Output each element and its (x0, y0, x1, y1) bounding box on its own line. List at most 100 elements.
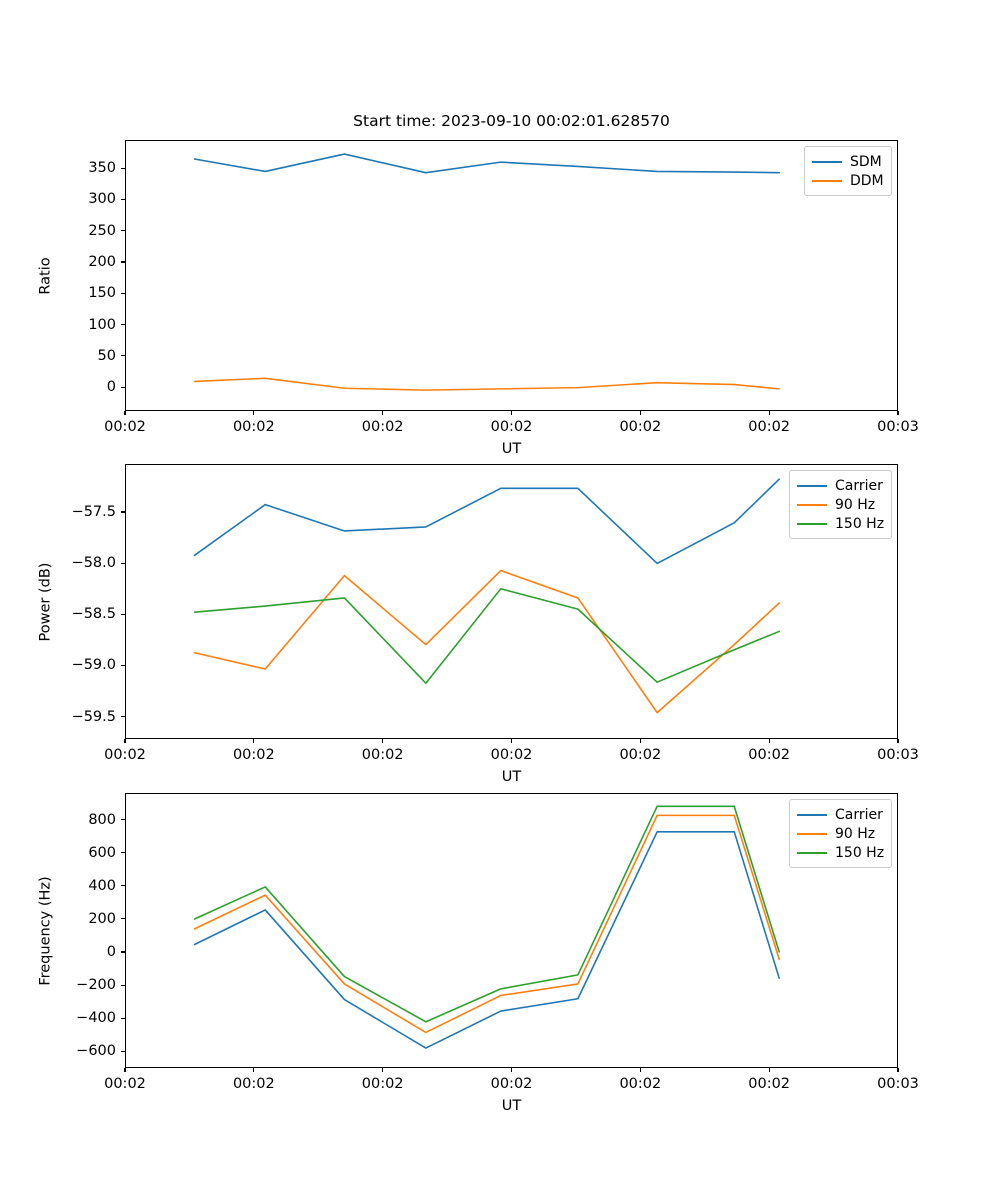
x-tick-label: 00:02 (361, 747, 404, 763)
x-tick-label: 00:03 (877, 747, 919, 763)
legend-line-icon (797, 832, 827, 835)
y-tickmark (121, 324, 125, 326)
y-tickmark (121, 613, 125, 615)
y-tickmark (121, 261, 125, 263)
y-tickmark (121, 951, 125, 953)
y-tickmark (121, 918, 125, 920)
y-tick-label: 300 (88, 191, 116, 208)
y-tickmark (121, 355, 125, 357)
series-canvas (193, 478, 780, 714)
x-tick-label: 00:02 (104, 419, 146, 435)
legend-line-icon (812, 179, 842, 182)
legend-label: 90 Hz (835, 825, 876, 842)
y-tickmark (121, 511, 125, 513)
x-tick-label: 00:02 (232, 419, 275, 435)
x-tickmark (897, 411, 899, 415)
y-tick-label: 600 (88, 844, 116, 861)
line-series-90-hz (193, 569, 780, 714)
x-axis-label-ratio-plot: UT (501, 441, 522, 457)
legend-label: 90 Hz (835, 496, 876, 513)
legend-line-icon (797, 851, 827, 854)
y-tick-label: 400 (88, 877, 116, 894)
y-tick-label: 200 (88, 254, 116, 271)
x-tickmark (253, 411, 255, 415)
y-tickmark (121, 562, 125, 564)
y-tickmark (121, 1017, 125, 1019)
legend-power-plot[interactable]: Carrier 90 Hz 150 Hz (789, 470, 893, 539)
y-tickmark (121, 292, 125, 294)
x-tickmark (639, 739, 641, 743)
x-tick-label: 00:02 (748, 1076, 791, 1092)
line-series-90-hz (193, 814, 780, 1034)
y-tick-label: 800 (88, 811, 116, 828)
plot-area-ratio-plot (125, 140, 898, 411)
y-tick-label: −58.0 (71, 555, 116, 572)
line-series-carrier (193, 478, 780, 565)
x-tick-label: 00:02 (490, 419, 533, 435)
y-tickmark (121, 852, 125, 854)
series-canvas (193, 153, 780, 391)
y-tickmark (121, 885, 125, 887)
y-tick-label: −58.5 (71, 606, 116, 623)
legend-label: Carrier (835, 806, 883, 823)
x-tick-label: 00:02 (232, 747, 275, 763)
y-tick-label: 100 (88, 316, 116, 333)
x-tick-label: 00:02 (748, 747, 791, 763)
y-axis-label-power-plot: Power (dB) (36, 562, 53, 641)
x-tick-label: 00:02 (104, 1076, 146, 1092)
line-series-sdm (193, 153, 780, 174)
y-tick-label: 350 (88, 160, 116, 177)
y-tick-label: −57.5 (71, 504, 116, 521)
plot-area-power-plot (125, 464, 898, 739)
x-tickmark (897, 1068, 899, 1072)
x-tickmark (510, 411, 513, 415)
legend-label: Carrier (835, 477, 883, 494)
y-tick-label: 0 (106, 379, 116, 396)
legend-line-icon (797, 503, 827, 506)
y-axis-label-frequency-plot: Frequency (Hz) (37, 875, 54, 986)
figure-title: Start time: 2023-09-10 00:02:01.628570 (353, 112, 670, 130)
legend-label: 150 Hz (835, 844, 885, 861)
x-tick-label: 00:02 (361, 419, 404, 435)
x-tickmark (124, 1068, 126, 1072)
y-tickmark (121, 715, 125, 718)
line-series-ddm (193, 377, 780, 391)
y-tick-label: 150 (88, 285, 116, 302)
y-tickmark (121, 167, 125, 169)
legend-line-icon (797, 522, 827, 525)
legend-item-ddm: DDM (812, 171, 884, 190)
x-tickmark (768, 739, 770, 743)
series-canvas (193, 805, 780, 1049)
x-tick-label: 00:02 (104, 747, 146, 763)
legend-item-150-hz: 150 Hz (797, 514, 884, 533)
y-tickmark (121, 984, 125, 986)
legend-item-150-hz: 150 Hz (797, 843, 884, 862)
y-tick-label: 200 (88, 910, 116, 927)
x-tickmark (382, 739, 384, 743)
y-tickmark (121, 198, 125, 200)
x-tickmark (510, 1068, 513, 1072)
x-tick-label: 00:02 (490, 1076, 533, 1092)
line-series-150-hz (193, 805, 780, 1023)
y-tickmark (121, 1050, 125, 1052)
x-tickmark (768, 411, 770, 415)
legend-item-90-hz: 90 Hz (797, 824, 884, 843)
y-tick-label: −59.5 (71, 708, 116, 725)
x-tick-label: 00:02 (490, 747, 533, 763)
y-tickmark (121, 230, 125, 232)
x-tickmark (382, 1068, 384, 1072)
x-tick-label: 00:02 (619, 747, 662, 763)
x-tick-label: 00:03 (877, 1076, 919, 1092)
y-axis-label-ratio-plot: Ratio (37, 256, 54, 295)
line-series-150-hz (193, 588, 780, 684)
legend-frequency-plot[interactable]: Carrier 90 Hz 150 Hz (789, 799, 893, 868)
y-tick-label: −400 (76, 1010, 116, 1027)
x-tickmark (382, 411, 384, 415)
line-series-carrier (193, 831, 780, 1049)
x-axis-label-frequency-plot: UT (501, 1098, 522, 1114)
legend-label: 150 Hz (835, 515, 885, 532)
x-tickmark (253, 1068, 255, 1072)
x-tickmark (124, 411, 126, 415)
legend-ratio-plot[interactable]: SDM DDM (804, 146, 892, 196)
